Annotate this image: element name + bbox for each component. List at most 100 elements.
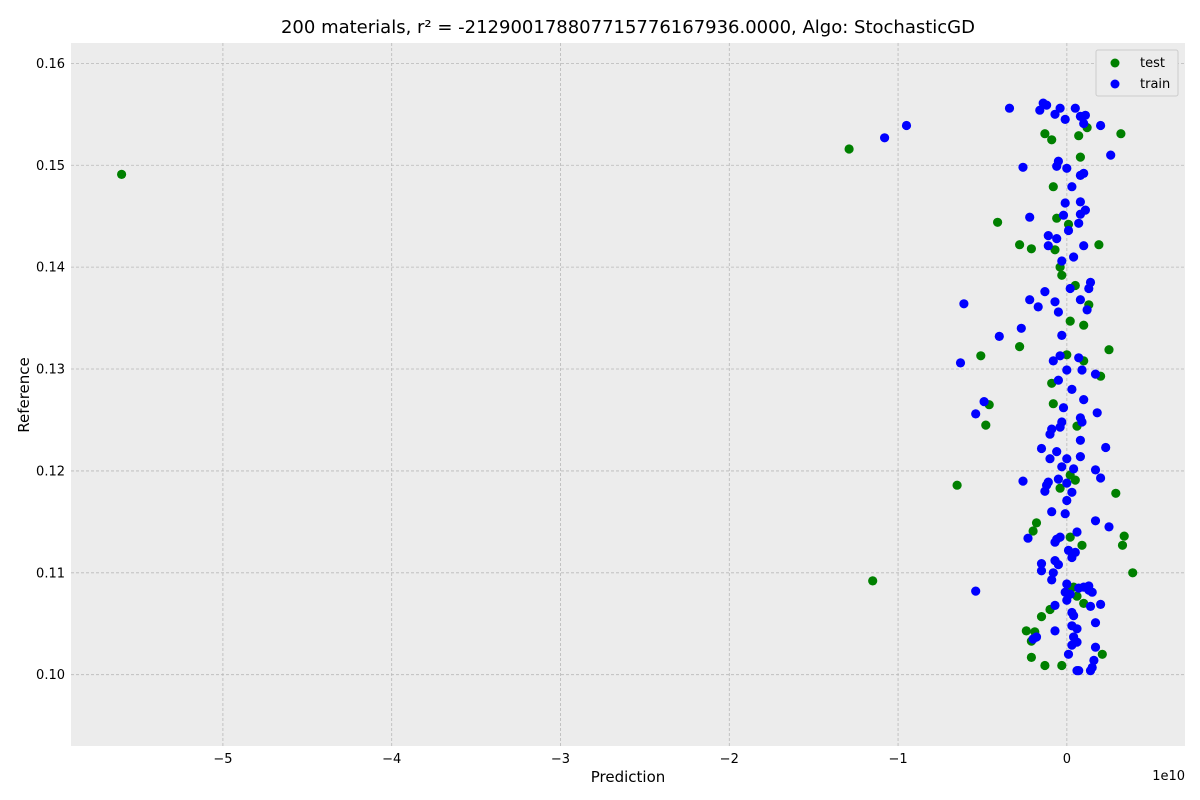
data-point-train xyxy=(1090,516,1101,526)
data-point-test xyxy=(1057,660,1067,671)
x-tick-label: −3 xyxy=(551,752,570,767)
data-point-train xyxy=(1016,323,1026,333)
data-point-train xyxy=(1057,462,1067,472)
data-point-test xyxy=(1074,131,1084,141)
x-scale-offset-label: 1e10 xyxy=(1152,769,1185,784)
data-point-train xyxy=(1067,384,1077,394)
data-point-train xyxy=(955,358,966,368)
data-point-test xyxy=(1117,540,1128,550)
data-point-train xyxy=(1075,111,1085,121)
data-point-test xyxy=(844,144,854,154)
data-point-train xyxy=(1067,487,1077,497)
x-axis-label: Prediction xyxy=(591,768,666,786)
data-point-train xyxy=(1042,100,1052,110)
data-point-train xyxy=(1104,522,1114,532)
data-point-test xyxy=(1028,526,1038,536)
data-point-train xyxy=(1096,473,1106,483)
data-point-test xyxy=(1015,240,1025,250)
data-point-train xyxy=(1048,356,1058,366)
data-point-train xyxy=(1058,403,1069,413)
data-point-train xyxy=(1079,168,1089,178)
plot-area xyxy=(71,43,1185,746)
data-point-train xyxy=(1053,307,1063,317)
data-point-train xyxy=(1057,256,1067,266)
data-point-test xyxy=(1065,532,1075,542)
data-point-train xyxy=(1052,447,1062,457)
data-point-train xyxy=(1077,365,1087,375)
data-point-train xyxy=(1060,198,1070,208)
data-point-test xyxy=(1077,540,1087,550)
data-point-train xyxy=(1018,162,1028,172)
chart-title: 200 materials, r² = -2129001788077157761… xyxy=(281,17,975,38)
data-point-train xyxy=(1050,626,1060,636)
data-point-train xyxy=(1072,527,1082,537)
y-tick-label: 0.12 xyxy=(36,464,65,479)
legend-label-test: test xyxy=(1140,56,1165,71)
data-point-train xyxy=(1053,560,1063,570)
data-point-train xyxy=(1067,182,1077,192)
legend-label-train: train xyxy=(1140,77,1170,92)
data-point-test xyxy=(1026,652,1036,663)
data-point-train xyxy=(1067,552,1077,563)
data-point-train xyxy=(1062,579,1072,589)
data-point-train xyxy=(1025,212,1035,222)
data-point-train xyxy=(1053,474,1063,484)
data-point-train xyxy=(1036,566,1047,576)
data-point-train xyxy=(1052,161,1062,171)
data-point-train xyxy=(1045,454,1055,464)
data-point-train xyxy=(1055,422,1065,432)
data-point-train xyxy=(1063,649,1074,659)
data-point-train xyxy=(1087,662,1097,673)
data-point-train xyxy=(1085,601,1096,612)
data-point-train xyxy=(1062,478,1072,488)
data-point-train xyxy=(1062,454,1072,464)
data-point-train xyxy=(1062,595,1072,605)
legend-marker-test xyxy=(1110,58,1120,68)
data-point-train xyxy=(1062,495,1072,506)
data-point-test xyxy=(1119,531,1129,541)
data-point-train xyxy=(1106,150,1116,160)
data-point-train xyxy=(1048,568,1058,578)
data-point-train xyxy=(1067,607,1077,618)
data-point-train xyxy=(1045,429,1055,439)
data-point-test xyxy=(1040,660,1050,671)
data-point-train xyxy=(1075,209,1085,219)
data-point-train xyxy=(971,409,981,419)
data-point-train xyxy=(1072,624,1082,634)
data-point-test xyxy=(1036,612,1047,622)
y-tick-label: 0.11 xyxy=(36,566,65,581)
y-tick-label: 0.14 xyxy=(36,261,65,276)
data-point-test xyxy=(1021,626,1031,636)
data-point-train xyxy=(1084,283,1094,294)
data-point-train xyxy=(1079,118,1089,129)
data-point-train xyxy=(1055,351,1065,361)
data-point-train xyxy=(1096,599,1106,610)
data-point-test xyxy=(1094,240,1104,250)
data-point-train xyxy=(1060,509,1070,519)
data-point-train xyxy=(1043,231,1053,241)
data-point-train xyxy=(1050,537,1060,547)
data-point-test xyxy=(1075,152,1085,162)
data-point-train xyxy=(1040,287,1050,297)
data-point-train xyxy=(1089,655,1099,666)
data-point-train xyxy=(1090,642,1101,652)
data-point-train xyxy=(1074,218,1084,228)
data-point-train xyxy=(1036,443,1047,454)
data-point-train xyxy=(1035,105,1045,115)
data-point-train xyxy=(1052,234,1062,244)
data-point-train xyxy=(994,331,1004,341)
data-point-train xyxy=(1050,297,1060,307)
data-point-test xyxy=(1079,320,1089,330)
x-tick-label: −4 xyxy=(382,752,401,767)
data-point-train xyxy=(1090,369,1101,379)
data-point-train xyxy=(1053,375,1063,385)
data-point-test xyxy=(1111,488,1121,498)
data-point-test xyxy=(976,351,986,361)
data-point-test xyxy=(993,217,1003,227)
data-point-train xyxy=(1050,600,1060,611)
y-tick-label: 0.16 xyxy=(36,57,65,72)
data-point-train xyxy=(1092,408,1102,418)
data-point-train xyxy=(1069,464,1079,474)
grid-lines xyxy=(71,43,1185,746)
data-point-test xyxy=(868,576,878,586)
